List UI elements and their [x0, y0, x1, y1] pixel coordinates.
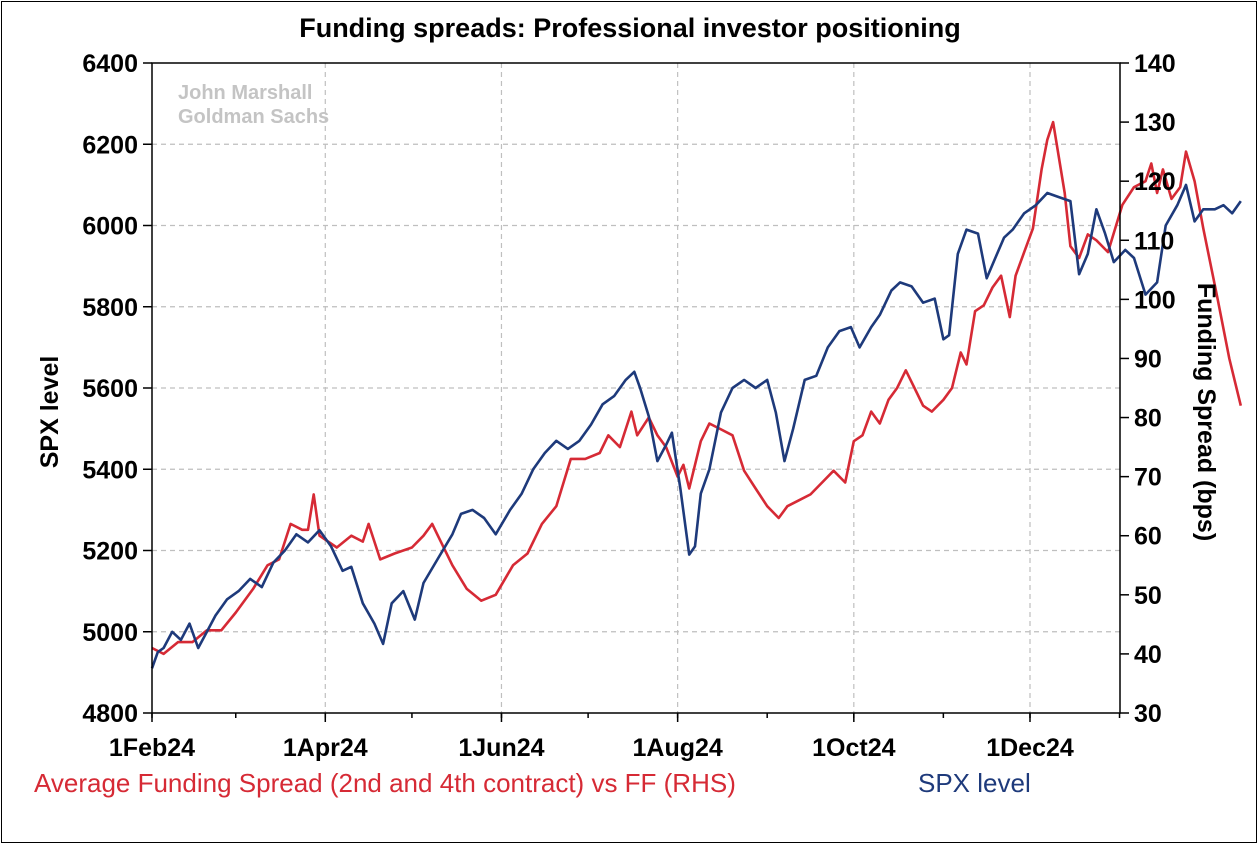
right-tick-label: 110: [1134, 227, 1174, 255]
x-tick-label: 1Jun24: [458, 734, 544, 762]
right-tick-label: 120: [1134, 168, 1176, 196]
left-tick-label: 5600: [82, 375, 138, 403]
right-axis-label: Funding Spread (bps): [1192, 283, 1220, 541]
right-tick-label: 70: [1134, 464, 1162, 492]
left-tick-label: 6000: [82, 213, 138, 241]
x-tick-label: 1Aug24: [632, 734, 722, 762]
watermark-line-2: Goldman Sachs: [178, 106, 329, 128]
chart-title: Funding spreads: Professional investor p…: [299, 13, 961, 43]
left-tick-label: 6200: [82, 131, 138, 159]
left-tick-label: 6400: [82, 50, 138, 78]
right-tick-label: 30: [1134, 700, 1162, 728]
right-axis-tick-labels: 140 130 120 110 100 90 80 70 60 50 40 30: [1134, 50, 1176, 728]
x-tick-label: 1Apr24: [283, 734, 368, 762]
gridlines: [152, 63, 1120, 713]
right-tick-label: 50: [1134, 582, 1162, 610]
left-tick-label: 5000: [82, 619, 138, 647]
right-tick-label: 90: [1134, 345, 1162, 373]
series-lines: [150, 120, 1243, 669]
legend-spx-level: SPX level: [918, 768, 1031, 798]
right-tick-label: 40: [1134, 641, 1162, 669]
x-tick-label: 1Oct24: [812, 734, 895, 762]
right-tick-label: 100: [1134, 286, 1176, 314]
tick-marks: [143, 62, 1129, 722]
right-tick-label: 60: [1134, 523, 1162, 551]
x-tick-label: 1Dec24: [986, 734, 1074, 762]
left-axis-tick-labels: 6400 6200 6000 5800 5600 5400 5200 5000 4800: [82, 50, 138, 728]
left-axis-label: SPX level: [36, 356, 64, 469]
watermark-line-1: John Marshall: [178, 82, 312, 104]
x-axis-tick-labels: 1Feb24 1Apr24 1Jun24 1Aug24 1Oct24 1Dec24: [109, 734, 1074, 762]
left-tick-label: 5400: [82, 456, 138, 484]
left-tick-label: 4800: [82, 700, 138, 728]
left-tick-label: 5200: [82, 538, 138, 566]
left-tick-label: 5800: [82, 294, 138, 322]
legend-funding-spread: Average Funding Spread (2nd and 4th cont…: [34, 768, 736, 798]
funding-spread-line: [151, 120, 1243, 656]
x-tick-label: 1Feb24: [109, 734, 195, 762]
right-tick-label: 140: [1134, 50, 1176, 78]
spx-level-line: [150, 183, 1242, 669]
right-tick-label: 130: [1134, 109, 1176, 137]
right-tick-label: 80: [1134, 405, 1162, 433]
